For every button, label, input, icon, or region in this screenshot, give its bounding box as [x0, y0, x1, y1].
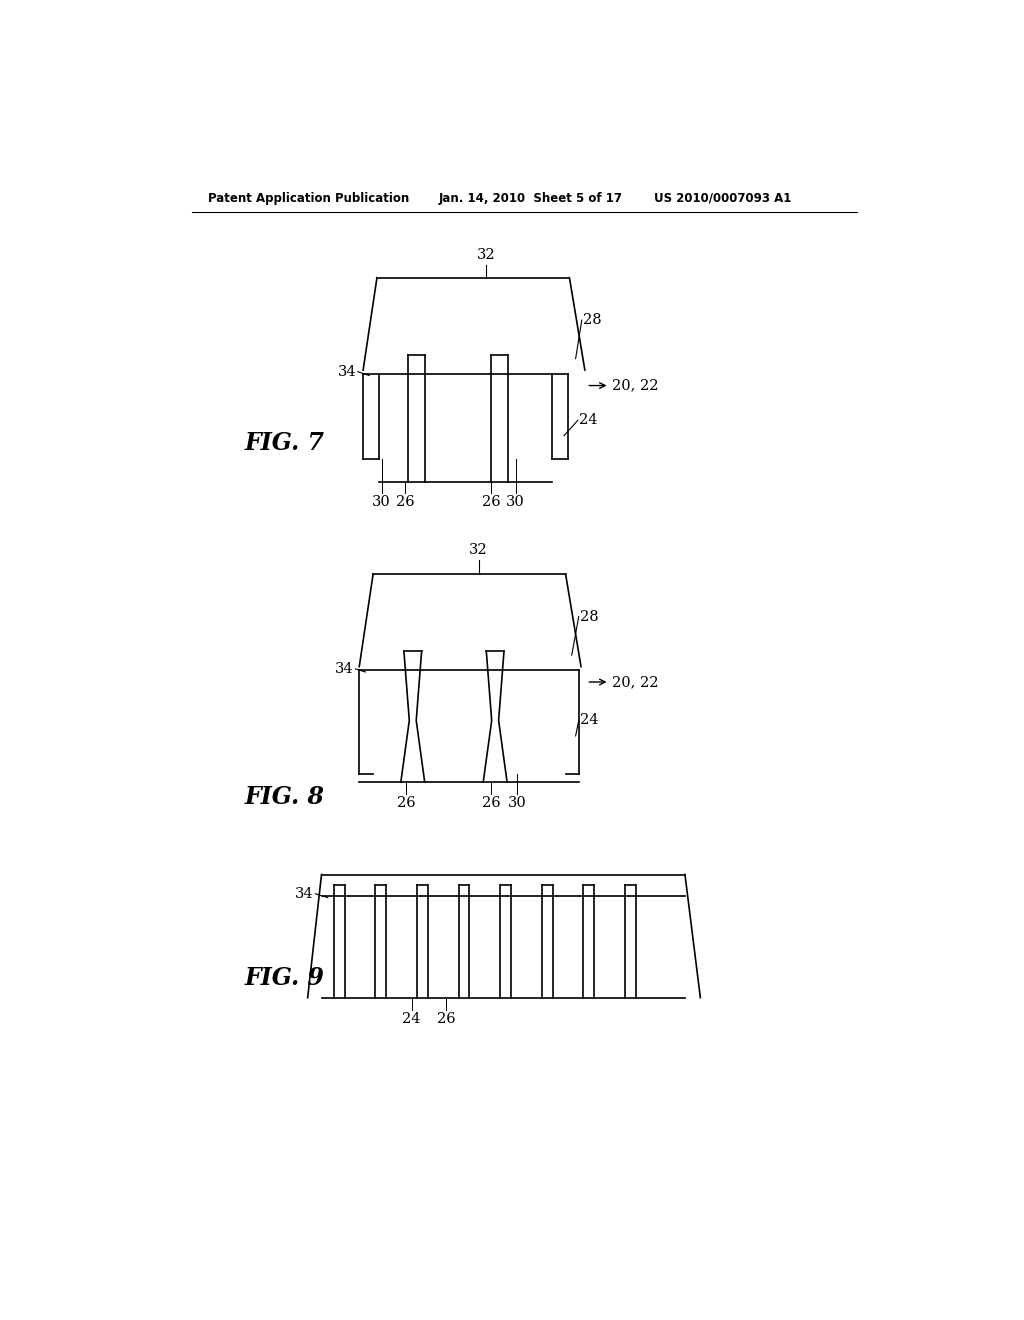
Text: 24: 24 — [402, 1011, 421, 1026]
Text: 20, 22: 20, 22 — [611, 675, 658, 689]
Text: 30: 30 — [506, 495, 525, 510]
Text: US 2010/0007093 A1: US 2010/0007093 A1 — [654, 191, 792, 205]
Text: 34: 34 — [338, 364, 356, 379]
Text: 32: 32 — [469, 544, 487, 557]
Text: 24: 24 — [580, 413, 598, 428]
Text: 26: 26 — [481, 495, 501, 510]
Text: 26: 26 — [481, 796, 501, 810]
Text: 30: 30 — [508, 796, 526, 810]
Text: FIG. 9: FIG. 9 — [245, 966, 325, 990]
Text: FIG. 7: FIG. 7 — [245, 432, 325, 455]
Text: 20, 22: 20, 22 — [611, 379, 658, 392]
Text: 24: 24 — [581, 714, 599, 727]
Text: 34: 34 — [295, 887, 313, 900]
Text: 26: 26 — [397, 796, 416, 810]
Text: 28: 28 — [581, 610, 599, 623]
Text: 26: 26 — [437, 1011, 456, 1026]
Text: Patent Application Publication: Patent Application Publication — [208, 191, 409, 205]
Text: 32: 32 — [477, 248, 496, 261]
Text: 34: 34 — [335, 661, 354, 676]
Text: FIG. 8: FIG. 8 — [245, 785, 325, 809]
Text: 30: 30 — [372, 495, 391, 510]
Text: Jan. 14, 2010  Sheet 5 of 17: Jan. 14, 2010 Sheet 5 of 17 — [438, 191, 623, 205]
Text: 26: 26 — [396, 495, 415, 510]
Text: 28: 28 — [584, 313, 602, 327]
